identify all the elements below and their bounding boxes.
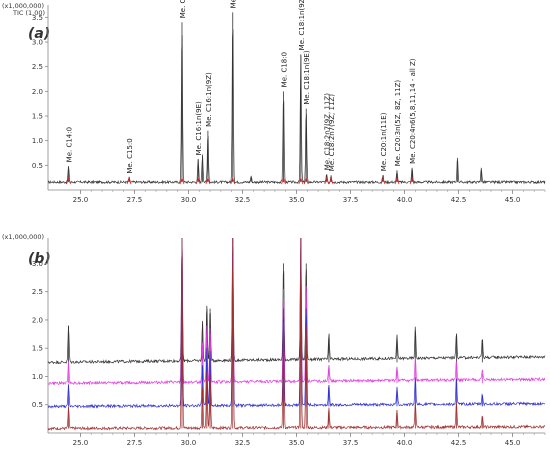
peak-annotation: Me. C20:3n(5Z, 8Z, 11Z)	[394, 80, 402, 167]
panel-b-multiplier-label: (x1,000,000)	[2, 233, 44, 241]
series-line	[47, 238, 546, 365]
y-tick-label: 1.5	[32, 345, 43, 353]
x-tick-label: 40.0	[397, 439, 413, 447]
series-line	[47, 239, 546, 409]
peak-annotation: Me. C18:2n7(9Z, 11Z)	[328, 94, 336, 171]
series-line	[47, 238, 546, 386]
x-tick-label: 35.0	[289, 439, 305, 447]
y-tick-label: 2.5	[32, 288, 43, 296]
peak-annotation: Me. C20:1n(11E)	[380, 112, 388, 171]
x-tick-label: 37.5	[343, 439, 359, 447]
panel-a-series	[47, 12, 546, 185]
panel-b-x-ticks: 25.0 27.5 30.0 32.5 35.0 37.5 40.0 42.5 45.0	[73, 433, 546, 447]
peak-marker	[281, 176, 286, 185]
panel-b-y-ticks: 0.5 1.0 1.5 2.0 2.5 3.0	[32, 260, 48, 409]
x-tick-label: 35.0	[289, 196, 305, 204]
panel-a-x-ticks: 25.0 27.5 30.0 32.5 35.0 37.5 40.0 42.5 45.0	[73, 190, 546, 204]
y-tick-label: 2.0	[32, 88, 43, 96]
y-tick-label: 2.0	[32, 316, 43, 324]
panel-a: (x1,000,000) TIC (1.00) (a) 0.5 1.0 1.5 2.0…	[2, 0, 546, 204]
peak-marker	[205, 176, 211, 185]
panel-a-multiplier-label: (x1,000,000)	[2, 2, 44, 10]
peak-annotation: Me. C17:0	[230, 0, 238, 8]
peak-annotation: Me. C20:4n6(5,8,11,14 - all Z)	[409, 58, 417, 164]
peak-annotation: Me. C16:1n(9E)	[195, 101, 203, 155]
peak-marker	[380, 176, 386, 185]
x-tick-label: 32.5	[235, 439, 251, 447]
peak-marker	[409, 176, 415, 185]
panel-a-annotations: Me. C14:0 Me. C15:0 Me. C16:0 Me. C16:1n(9E…	[66, 0, 418, 174]
panel-a-label: (a)	[28, 26, 50, 42]
peak-annotation: Me. C18:0	[281, 52, 289, 87]
x-tick-label: 27.5	[127, 439, 143, 447]
x-tick-label: 25.0	[73, 196, 89, 204]
y-tick-label: 1.0	[32, 373, 43, 381]
panel-a-peak-markers	[66, 176, 415, 185]
panel-b: (x1,000,000) (b) 0.5 1.0 1.5 2.0 2.5 3.0 25.0…	[2, 233, 546, 447]
y-tick-label: 3.5	[32, 14, 43, 22]
y-tick-label: 2.5	[32, 63, 43, 71]
peak-marker	[66, 176, 71, 185]
y-tick-label: 3.0	[32, 39, 43, 47]
x-tick-label: 40.0	[397, 196, 413, 204]
x-tick-label: 32.5	[235, 196, 251, 204]
x-tick-label: 27.5	[127, 196, 143, 204]
y-tick-label: 1.0	[32, 137, 43, 145]
peak-annotation: Me. C14:0	[66, 127, 74, 162]
peak-marker	[328, 176, 334, 185]
peak-marker	[298, 176, 304, 185]
y-tick-label: 0.5	[32, 162, 43, 170]
y-tick-label: 1.5	[32, 113, 43, 121]
series-line	[47, 29, 546, 185]
x-tick-label: 37.5	[343, 196, 359, 204]
panel-a-tic-label: TIC (1.00)	[12, 9, 45, 17]
x-tick-label: 45.0	[505, 196, 521, 204]
x-tick-label: 25.0	[73, 439, 89, 447]
peak-annotation: Me. C18:2n7(9Z, 11Z)	[324, 93, 332, 170]
peak-marker	[230, 176, 236, 185]
peak-marker	[126, 176, 132, 185]
peak-annotation: Me. C15:0	[126, 138, 134, 173]
peak-marker	[179, 176, 185, 185]
y-tick-label: 0.5	[32, 401, 43, 409]
peak-annotation: Me. C18:1n(9Z)	[298, 0, 306, 50]
panel-b-series	[47, 238, 546, 431]
peak-annotation: Me. C16:0	[179, 0, 187, 18]
panel-a-axes	[47, 5, 545, 191]
x-tick-label: 45.0	[505, 439, 521, 447]
peak-annotation: Me. C18:1n(9E)	[303, 50, 311, 104]
series-line	[47, 239, 546, 431]
x-tick-label: 42.5	[451, 196, 467, 204]
panel-b-label: (b)	[28, 251, 51, 267]
x-tick-label: 42.5	[451, 439, 467, 447]
peak-marker	[303, 176, 309, 185]
x-tick-label: 30.0	[181, 196, 197, 204]
peak-annotation: Me. C16:1n(9Z)	[205, 72, 213, 127]
peak-marker	[324, 176, 330, 185]
panel-a-y-ticks: 0.5 1.0 1.5 2.0 2.5 3.0 3.5	[32, 14, 48, 170]
x-tick-label: 30.0	[181, 439, 197, 447]
peak-marker	[195, 176, 201, 185]
peak-marker	[394, 176, 400, 185]
y-tick-label: 3.0	[32, 260, 43, 268]
